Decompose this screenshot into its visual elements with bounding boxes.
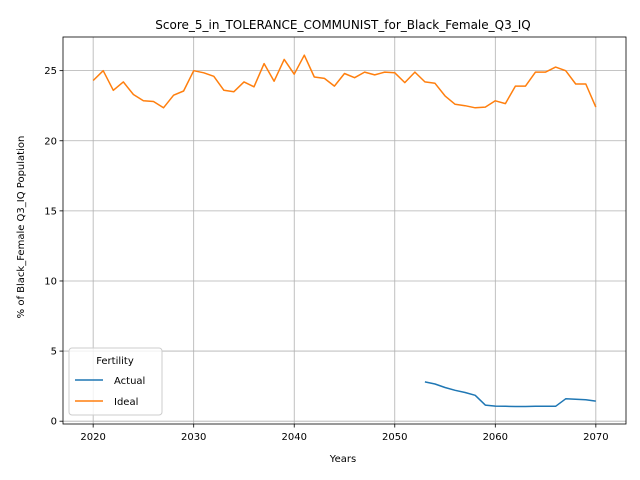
y-tick-label: 25 [44,66,57,77]
chart-title: Score_5_in_TOLERANCE_COMMUNIST_for_Black… [155,18,530,32]
y-tick-label: 15 [44,206,57,217]
y-tick-label: 0 [51,417,57,428]
x-tick-label: 2030 [181,432,206,443]
x-tick-label: 2060 [483,432,508,443]
x-tick-label: 2040 [282,432,307,443]
legend-box [68,347,163,416]
y-tick-label: 10 [44,276,57,287]
x-tick-label: 2050 [382,432,407,443]
series-lines [92,54,597,408]
series-line-ideal [92,54,597,109]
legend: Fertility Actual Ideal [68,347,163,416]
series-line-actual [424,381,596,408]
y-tick-label: 5 [51,347,57,358]
y-axis-label: % of Black_Female Q3_IQ Population [16,136,27,319]
x-axis-label: Years [329,454,356,465]
x-tick-label: 2070 [583,432,608,443]
x-tick-label: 2020 [80,432,105,443]
y-tick-label: 20 [44,136,57,147]
plot-frame [62,36,627,425]
legend-label-actual: Actual [114,376,145,387]
legend-title: Fertility [96,356,134,367]
axis-ticks: 2020 2030 2040 2050 2060 2070 0 5 10 15 20 25 [44,66,608,443]
legend-label-ideal: Ideal [114,397,138,408]
